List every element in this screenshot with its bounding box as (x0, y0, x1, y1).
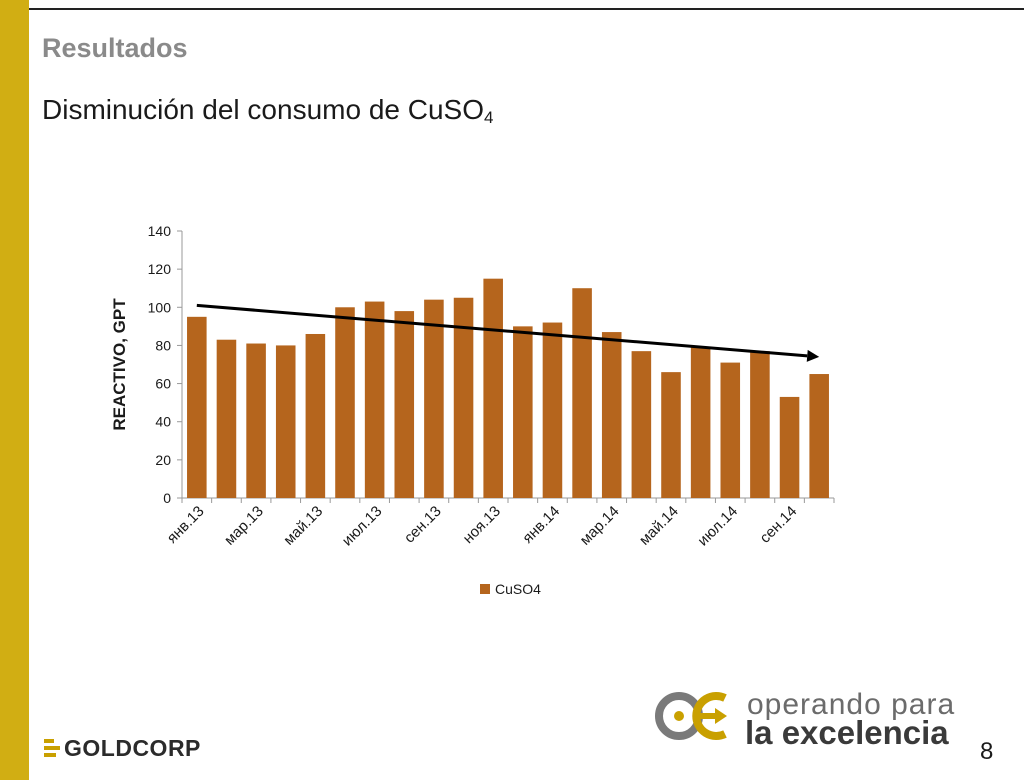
bar-окт.14 (809, 374, 829, 498)
bar-сен.13 (424, 299, 444, 498)
x-tick-label: июл.13 (339, 503, 386, 550)
slide-title-subscript: 4 (483, 108, 494, 127)
y-tick-label: 80 (155, 337, 171, 353)
bar-фев.13 (216, 339, 237, 498)
bar-апр.14 (631, 351, 652, 498)
x-tick-label: май.14 (636, 503, 682, 549)
bar-июл.13 (364, 301, 385, 498)
x-tick-label: ноя.13 (460, 503, 504, 547)
slide-title: Disminución del consumo de CuSO4 (42, 94, 493, 128)
goldcorp-wordmark: GOLDCORP (64, 734, 201, 761)
bar-мар.13 (246, 343, 266, 498)
bar-фев.14 (572, 288, 592, 498)
y-tick-label: 0 (163, 490, 171, 506)
bar-авг.14 (750, 351, 770, 498)
goldcorp-logo: GOLDCORP (44, 733, 201, 763)
bar-авг.13 (394, 311, 415, 498)
legend-swatch (480, 584, 490, 594)
x-tick-label: мар.14 (577, 503, 623, 549)
trend-arrow-line (196, 303, 808, 358)
slide-title-text: Disminución del consumo de CuSO (42, 94, 484, 125)
bar-окт.13 (453, 297, 474, 498)
y-axis-label: REACTIVO, GPT (110, 298, 129, 431)
oe-emblem-icon (655, 692, 727, 740)
bar-май.14 (661, 372, 681, 498)
x-tick-label: сен.13 (401, 503, 445, 547)
bar-мар.14 (601, 332, 622, 498)
bar-июн.13 (335, 307, 355, 498)
bar-ноя.13 (483, 278, 503, 498)
y-tick-label: 40 (155, 414, 171, 430)
bar-июн.14 (690, 347, 711, 498)
x-tick-label: сен.14 (757, 503, 801, 547)
page-number: 8 (980, 738, 994, 765)
x-tick-label: июл.14 (694, 503, 741, 550)
section-title: Resultados (42, 33, 188, 63)
legend-label: CuSO4 (495, 581, 541, 597)
y-tick-label: 20 (155, 452, 171, 468)
bar-апр.13 (275, 345, 296, 498)
header-rule (29, 8, 1024, 10)
trend-arrow-head (806, 349, 820, 362)
goldcorp-mark-icon (44, 739, 60, 757)
bar-янв.14 (542, 322, 563, 498)
bar-сен.14 (779, 396, 800, 498)
y-tick-label: 120 (148, 261, 172, 277)
tagline-line1: operando para (747, 688, 956, 721)
x-tick-label: янв.14 (519, 503, 563, 547)
bar-янв.13 (187, 316, 207, 498)
accent-side-bar (0, 0, 29, 780)
x-tick-label: май.13 (280, 503, 326, 549)
x-tick-label: янв.13 (164, 503, 208, 547)
y-tick-label: 60 (155, 376, 171, 392)
x-tick-label: мар.13 (221, 503, 267, 549)
tagline-line2: la excelencia (745, 714, 949, 751)
bar-май.13 (305, 333, 326, 498)
y-tick-label: 100 (148, 299, 172, 315)
operando-logo: operando para la excelencia (655, 688, 975, 751)
y-tick-label: 140 (148, 223, 172, 239)
bar-дек.13 (513, 326, 533, 498)
bar-июл.14 (720, 362, 741, 498)
